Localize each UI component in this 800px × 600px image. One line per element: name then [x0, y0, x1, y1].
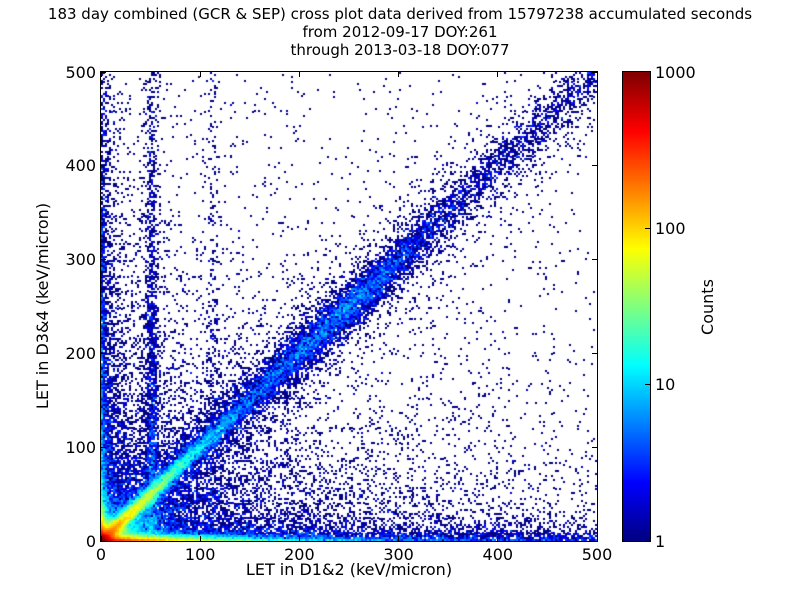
colorbar-label: Counts: [698, 279, 717, 335]
y-tick-label: 0: [85, 531, 96, 551]
y-axis-tick: [101, 446, 106, 448]
chart-title: 183 day combined (GCR & SEP) cross plot …: [47, 5, 753, 23]
x-axis-top-tick: [398, 72, 400, 77]
colorbar-tick: [645, 384, 650, 386]
y-tick-label: 400: [65, 156, 96, 176]
chart-subtitle-through: through 2013-03-18 DOY:077: [290, 41, 510, 59]
x-axis-label: LET in D1&2 (keV/micron): [245, 560, 453, 579]
x-axis-tick: [497, 536, 499, 541]
x-axis-tick: [398, 536, 400, 541]
x-tick-label: 100: [184, 545, 216, 564]
x-tick-label: 400: [482, 545, 514, 564]
y-tick-label: 300: [65, 250, 96, 270]
y-tick-label: 500: [65, 62, 96, 82]
scatter-density-canvas: [101, 72, 597, 541]
colorbar-tick: [645, 227, 650, 229]
x-axis-top-tick: [100, 72, 102, 77]
y-tick-label: 200: [65, 343, 96, 363]
y-tick-label: 100: [65, 437, 96, 457]
y-axis-right-tick: [592, 259, 597, 261]
x-axis-tick: [298, 536, 300, 541]
y-axis-tick: [101, 71, 106, 73]
y-axis-label: LET in D3&4 (keV/micron): [33, 202, 52, 410]
x-axis-tick: [199, 536, 201, 541]
x-tick-label: 0: [95, 545, 107, 564]
y-axis-tick: [101, 352, 106, 354]
y-axis-right-tick: [592, 352, 597, 354]
x-axis-top-tick: [596, 72, 598, 77]
colorbar-tick-label: 1: [655, 531, 666, 551]
y-axis-tick: [101, 259, 106, 261]
colorbar-gradient-canvas: [623, 72, 650, 541]
x-tick-label: 200: [284, 545, 315, 564]
y-axis-right-tick: [592, 540, 597, 542]
x-axis-top-tick: [298, 72, 300, 77]
x-axis-tick: [100, 536, 102, 541]
x-tick-label: 300: [383, 545, 414, 564]
x-axis-tick: [596, 536, 598, 541]
colorbar-tick-label: 1000: [655, 62, 696, 82]
x-axis-top-tick: [497, 72, 499, 77]
x-axis-top-tick: [199, 72, 201, 77]
y-axis-tick: [101, 540, 106, 542]
y-axis-right-tick: [592, 71, 597, 73]
colorbar: [622, 71, 651, 542]
colorbar-tick-label: 10: [655, 375, 676, 395]
chart-subtitle-from: from 2012-09-17 DOY:261: [302, 23, 498, 41]
y-axis-right-tick: [592, 165, 597, 167]
colorbar-tick-label: 100: [655, 218, 686, 238]
plot-area: [100, 71, 598, 542]
y-axis-right-tick: [592, 446, 597, 448]
x-tick-label: 500: [581, 545, 613, 564]
y-axis-tick: [101, 165, 106, 167]
